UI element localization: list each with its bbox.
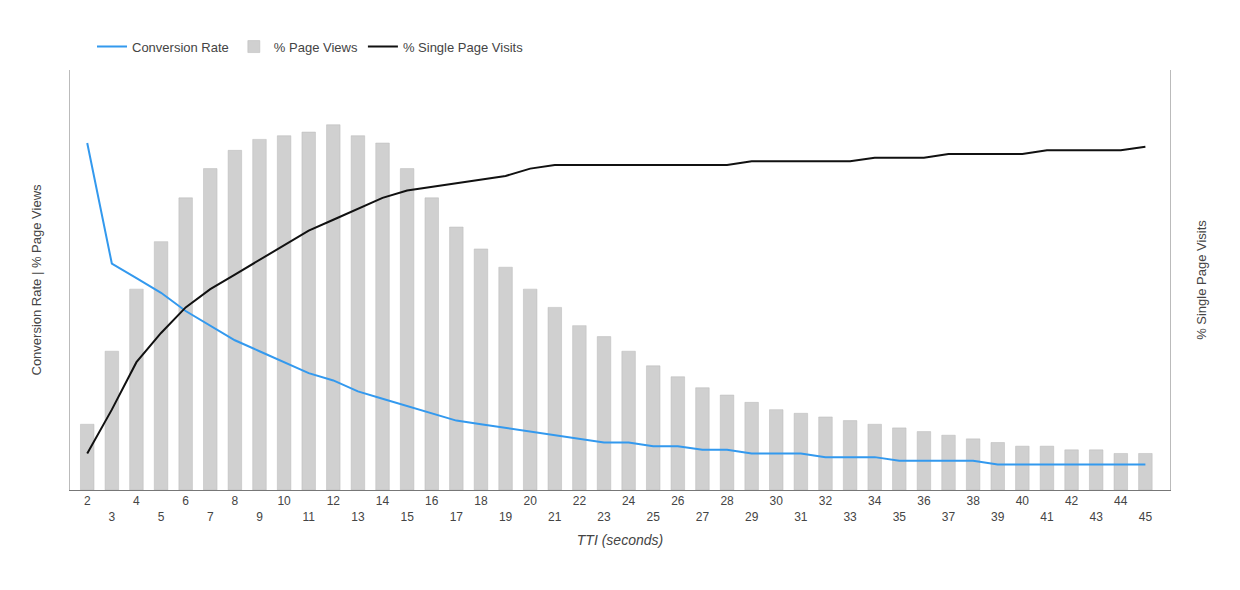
svg-text:% Page Views: % Page Views bbox=[274, 40, 358, 55]
svg-text:35: 35 bbox=[893, 510, 907, 524]
svg-text:45: 45 bbox=[1139, 510, 1153, 524]
svg-text:Conversion Rate: Conversion Rate bbox=[132, 40, 229, 55]
svg-text:27: 27 bbox=[696, 510, 710, 524]
svg-text:Conversion Rate | % Page Views: Conversion Rate | % Page Views bbox=[29, 184, 44, 376]
svg-text:5: 5 bbox=[158, 510, 165, 524]
svg-text:8: 8 bbox=[232, 494, 239, 508]
svg-text:29: 29 bbox=[745, 510, 759, 524]
svg-text:3: 3 bbox=[108, 510, 115, 524]
svg-text:41: 41 bbox=[1040, 510, 1054, 524]
svg-text:17: 17 bbox=[450, 510, 464, 524]
svg-text:20: 20 bbox=[524, 494, 538, 508]
svg-text:43: 43 bbox=[1089, 510, 1103, 524]
svg-text:12: 12 bbox=[327, 494, 341, 508]
svg-text:% Single Page Visits: % Single Page Visits bbox=[1194, 220, 1209, 340]
svg-text:TTI (seconds): TTI (seconds) bbox=[577, 532, 663, 548]
svg-text:39: 39 bbox=[991, 510, 1005, 524]
svg-text:6: 6 bbox=[182, 494, 189, 508]
svg-text:40: 40 bbox=[1016, 494, 1030, 508]
svg-text:2: 2 bbox=[84, 494, 91, 508]
svg-text:38: 38 bbox=[966, 494, 980, 508]
svg-text:% Single Page Visits: % Single Page Visits bbox=[403, 40, 523, 55]
svg-text:34: 34 bbox=[868, 494, 882, 508]
svg-text:23: 23 bbox=[597, 510, 611, 524]
svg-text:7: 7 bbox=[207, 510, 214, 524]
svg-text:9: 9 bbox=[256, 510, 263, 524]
svg-text:36: 36 bbox=[917, 494, 931, 508]
svg-text:14: 14 bbox=[376, 494, 390, 508]
svg-text:28: 28 bbox=[720, 494, 734, 508]
svg-text:13: 13 bbox=[351, 510, 365, 524]
svg-text:33: 33 bbox=[843, 510, 857, 524]
svg-text:10: 10 bbox=[277, 494, 291, 508]
svg-text:25: 25 bbox=[647, 510, 661, 524]
svg-text:16: 16 bbox=[425, 494, 439, 508]
svg-text:21: 21 bbox=[548, 510, 562, 524]
svg-text:4: 4 bbox=[133, 494, 140, 508]
svg-text:24: 24 bbox=[622, 494, 636, 508]
svg-text:11: 11 bbox=[302, 510, 315, 524]
svg-text:30: 30 bbox=[770, 494, 784, 508]
svg-text:44: 44 bbox=[1114, 494, 1128, 508]
svg-text:15: 15 bbox=[400, 510, 414, 524]
svg-text:42: 42 bbox=[1065, 494, 1079, 508]
svg-text:18: 18 bbox=[474, 494, 488, 508]
svg-text:31: 31 bbox=[794, 510, 808, 524]
svg-text:37: 37 bbox=[942, 510, 956, 524]
svg-text:26: 26 bbox=[671, 494, 685, 508]
svg-text:32: 32 bbox=[819, 494, 833, 508]
svg-text:22: 22 bbox=[573, 494, 587, 508]
svg-text:19: 19 bbox=[499, 510, 513, 524]
